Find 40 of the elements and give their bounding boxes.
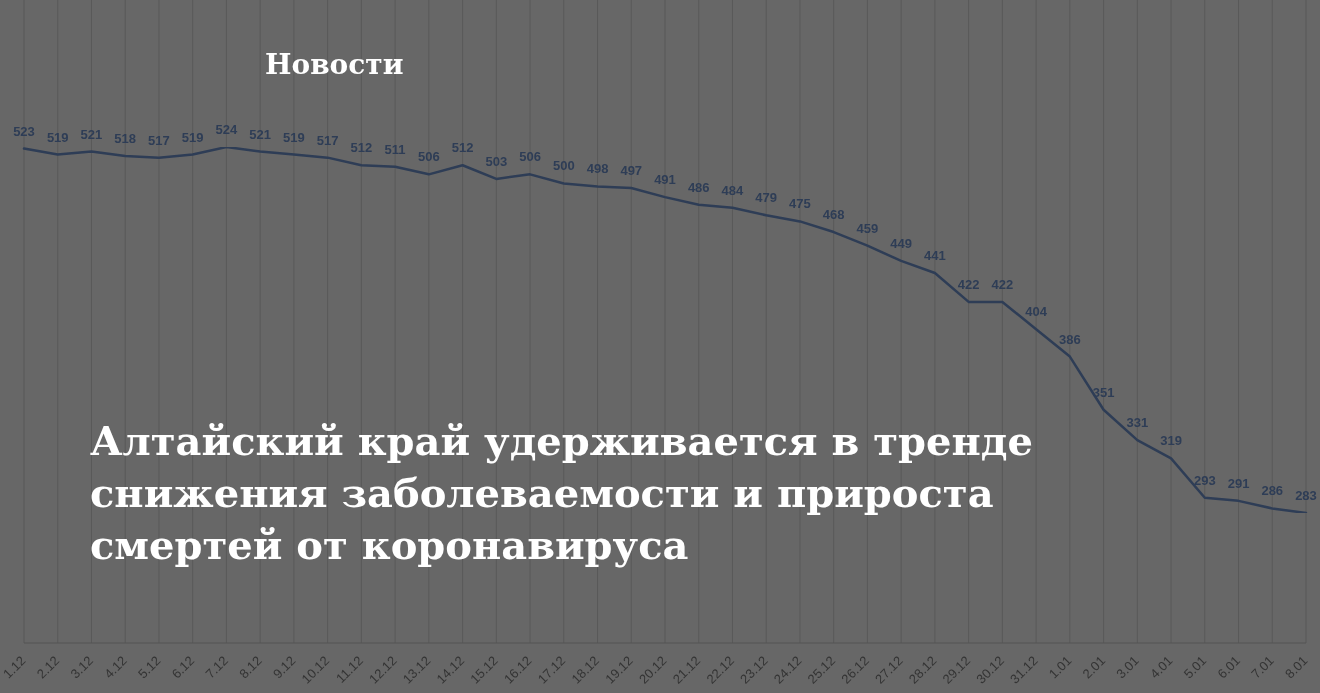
data-label: 503	[485, 153, 508, 169]
data-label: 479	[755, 190, 778, 206]
text: Новости	[265, 48, 404, 81]
data-label: 512	[350, 140, 373, 156]
data-label: 293	[1193, 472, 1216, 488]
data-label: 283	[1295, 488, 1317, 503]
data-label: 524	[215, 122, 239, 137]
data-label: 521	[80, 126, 103, 142]
data-label: 286	[1261, 483, 1284, 499]
data-label: 484	[721, 182, 745, 198]
data-label: 486	[687, 179, 710, 195]
data-label: 491	[654, 172, 676, 188]
text: Алтайский край удерживается в тренде снижения заболеваемости и прироста смертей от коронавируса	[90, 416, 1034, 570]
data-label: 517	[316, 132, 339, 148]
data-label: 517	[148, 132, 170, 148]
data-label: 500	[552, 158, 575, 174]
data-label: 459	[856, 220, 879, 236]
data-label: 422	[957, 276, 980, 292]
data-label: 512	[451, 140, 474, 156]
data-label: 291	[1227, 475, 1250, 491]
data-label: 523	[13, 123, 35, 139]
data-label: 441	[924, 248, 946, 264]
data-label: 506	[519, 149, 541, 165]
data-label: 331	[1126, 415, 1149, 431]
data-label: 498	[586, 161, 609, 177]
data-label: 497	[620, 163, 643, 178]
data-label: 404	[1025, 304, 1048, 320]
data-label: 319	[1160, 433, 1182, 449]
data-label: 518	[114, 131, 137, 147]
data-label: 519	[46, 129, 69, 145]
data-label: 506	[417, 149, 440, 165]
data-label: 386	[1058, 331, 1081, 347]
data-label: 511	[384, 141, 406, 157]
data-label: 449	[890, 235, 913, 251]
data-label: 422	[991, 276, 1014, 292]
data-label: 468	[822, 207, 845, 223]
data-label: 519	[181, 129, 204, 145]
data-label: 519	[283, 129, 305, 145]
data-label: 521	[249, 126, 272, 142]
data-label: 475	[789, 196, 811, 212]
